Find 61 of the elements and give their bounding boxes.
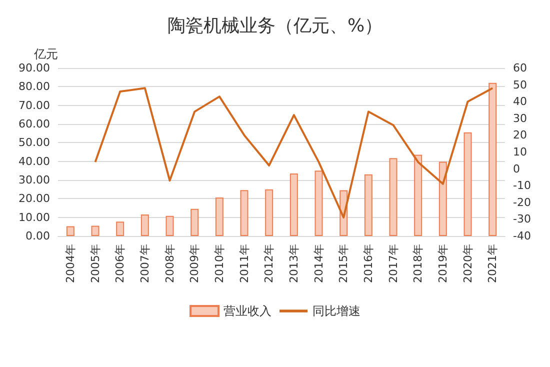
- y-tick-label: 10.00: [18, 210, 50, 224]
- x-tick-label: 2020年: [461, 244, 474, 283]
- x-tick-label: 2014年: [312, 244, 326, 283]
- bar: [488, 82, 497, 236]
- bar: [265, 189, 274, 236]
- x-tick-label: 2016年: [362, 244, 375, 283]
- y-tick-label: 90.00: [18, 62, 50, 74]
- bar: [140, 214, 149, 236]
- y2-tick-label: -20: [513, 196, 531, 209]
- bar: [464, 132, 472, 236]
- y2-tick-label: -10: [513, 179, 531, 192]
- y-tick-label: 40.00: [18, 154, 50, 168]
- legend-label: 营业收入: [224, 304, 272, 318]
- x-tick-label: 2004年: [64, 244, 77, 283]
- legend-label: 同比增速: [312, 304, 360, 318]
- bar: [116, 222, 124, 236]
- x-tick-label: 2021年: [486, 244, 500, 283]
- bar: [438, 162, 447, 236]
- y-tick-label: 0.00: [26, 230, 50, 242]
- y-axis-title: 亿元: [33, 47, 58, 61]
- y2-tick-label: 40: [513, 95, 527, 108]
- x-tick-label: 2019年: [436, 244, 450, 283]
- x-tick-label: 2010年: [212, 244, 226, 283]
- x-tick-label: 2007年: [138, 244, 152, 283]
- bar: [91, 226, 100, 236]
- x-tick-label: 2008年: [163, 244, 176, 283]
- bar: [190, 208, 199, 236]
- y-tick-label: 20.00: [18, 192, 50, 206]
- x-tick-label: 2015年: [337, 244, 350, 283]
- bar: [66, 226, 74, 236]
- x-tick-label: 2012年: [262, 244, 276, 283]
- y2-tick-label: 50: [513, 78, 527, 92]
- y2-tick-label: 0: [513, 162, 520, 176]
- y2-tick-label: 20: [513, 128, 527, 142]
- bar: [414, 154, 422, 236]
- bar: [364, 174, 372, 236]
- x-tick-label: 2017年: [386, 244, 400, 283]
- x-tick-label: 2013年: [287, 244, 300, 283]
- bar: [166, 216, 174, 236]
- y-tick-label: 70.00: [18, 98, 50, 112]
- x-tick-label: 2005年: [88, 244, 102, 283]
- y2-tick-label: 60: [513, 62, 527, 74]
- bar: [389, 158, 398, 236]
- bar: [290, 173, 298, 236]
- y-tick-label: 30.00: [18, 174, 50, 186]
- line-series: [94, 87, 494, 219]
- bar: [240, 190, 248, 236]
- y-tick-label: 50.00: [18, 136, 50, 150]
- y2-tick-label: 30: [513, 112, 527, 125]
- x-tick-label: 2011年: [238, 244, 251, 283]
- bar: [215, 198, 224, 236]
- chart-title: 陶瓷机械业务（亿元、%）: [167, 16, 383, 36]
- x-tick-label: 2006年: [114, 244, 127, 283]
- y2-tick-label: -30: [513, 212, 531, 226]
- y-tick-label: 80.00: [18, 80, 50, 94]
- x-tick-label: 2009年: [188, 244, 202, 283]
- x-tick-label: 2018年: [412, 244, 425, 283]
- y2-tick-label: 10: [513, 146, 527, 158]
- y2-tick-label: -40: [513, 230, 531, 242]
- y-tick-label: 60.00: [18, 118, 50, 130]
- bar: [314, 170, 323, 236]
